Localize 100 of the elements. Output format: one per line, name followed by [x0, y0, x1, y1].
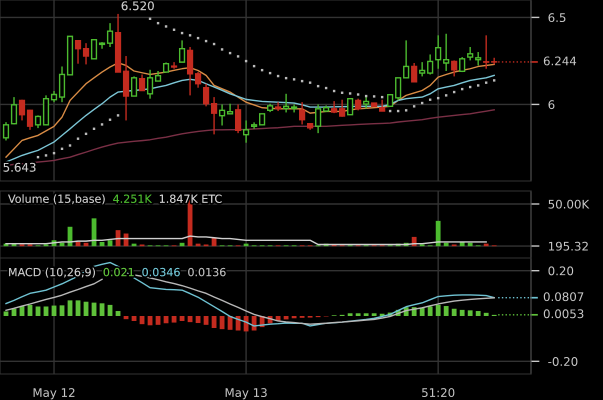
- candlestick: [90, 38, 98, 60]
- point: [196, 36, 200, 40]
- point: [244, 60, 248, 62]
- line-series: [5, 235, 487, 246]
- bar: [284, 316, 289, 320]
- annotation: Volume (15,base): [8, 194, 105, 204]
- bar: [140, 316, 144, 324]
- x-tick-label: May 12: [34, 388, 74, 400]
- annotation: 0.0346: [142, 268, 180, 276]
- candlestick: [218, 104, 226, 126]
- bar: [244, 244, 248, 246]
- bar: [36, 306, 40, 316]
- candlestick: [74, 40, 82, 64]
- point: [308, 81, 312, 84]
- point: [268, 72, 272, 74]
- candlestick: [331, 100, 338, 114]
- point: [364, 94, 368, 98]
- bar: [76, 242, 80, 246]
- point: [460, 88, 464, 90]
- candlestick: [50, 90, 58, 103]
- point: [404, 109, 408, 112]
- point: [252, 64, 256, 68]
- point: [204, 40, 208, 42]
- candlestick: [10, 96, 18, 126]
- candlestick: [146, 69, 154, 100]
- bar: [68, 226, 72, 246]
- bar: [4, 311, 8, 316]
- line-series: [5, 62, 495, 158]
- candlestick: [18, 99, 26, 122]
- bar: [44, 306, 48, 316]
- point: [284, 76, 288, 80]
- candlestick: [315, 104, 322, 134]
- bar: [92, 218, 96, 246]
- bar: [124, 316, 128, 320]
- bar: [356, 313, 361, 316]
- candlestick: [2, 121, 10, 142]
- candlestick: [355, 98, 362, 112]
- candlestick: [403, 40, 410, 78]
- y-tick-label: 6.5: [548, 13, 566, 22]
- point: [452, 90, 456, 94]
- candlestick: [210, 96, 218, 136]
- bar: [244, 316, 248, 332]
- bar: [484, 244, 489, 246]
- point: [372, 95, 376, 98]
- annotation: 6.520: [122, 1, 154, 10]
- x-tick-label: May 13: [226, 388, 267, 400]
- point: [444, 94, 448, 97]
- candlestick: [259, 113, 266, 126]
- candlestick: [459, 56, 466, 73]
- point: [492, 79, 496, 82]
- bar: [180, 242, 184, 246]
- bar: [436, 304, 441, 316]
- x-tick-label: 51:20: [422, 388, 454, 398]
- annotation: 0.0136: [188, 268, 226, 276]
- point: [316, 84, 320, 88]
- bar: [108, 240, 112, 246]
- bar: [76, 300, 80, 316]
- bar: [20, 306, 24, 316]
- candlestick: [387, 94, 394, 108]
- candlestick: [202, 83, 210, 108]
- candlestick: [226, 103, 234, 115]
- bar: [196, 244, 200, 246]
- point: [236, 55, 240, 58]
- candlestick: [347, 98, 354, 116]
- bar: [468, 310, 473, 316]
- bar: [364, 313, 369, 316]
- point: [180, 32, 184, 34]
- line-series: [5, 74, 495, 163]
- ref-line-label: 6.244: [544, 56, 576, 66]
- bar: [212, 316, 216, 328]
- candlestick: [242, 120, 250, 144]
- candlestick: [34, 114, 42, 129]
- bar: [444, 306, 449, 316]
- bar: [196, 316, 200, 324]
- bar: [100, 242, 104, 246]
- point: [484, 81, 488, 84]
- candlestick: [130, 76, 138, 97]
- candlestick: [363, 96, 370, 110]
- bar: [156, 316, 160, 325]
- bar: [92, 302, 96, 316]
- line-series: [5, 262, 495, 327]
- bar: [84, 242, 88, 246]
- bar: [476, 311, 481, 316]
- candlestick: [162, 62, 170, 74]
- candlestick: [26, 109, 34, 131]
- point: [300, 80, 304, 82]
- bar: [116, 230, 120, 246]
- bar: [28, 304, 32, 316]
- candlestick: [283, 93, 290, 114]
- bar: [452, 308, 457, 316]
- bar: [52, 306, 56, 316]
- point: [188, 34, 192, 37]
- bar: [132, 316, 136, 321]
- bar: [180, 316, 184, 321]
- bar: [428, 306, 433, 316]
- point: [324, 86, 328, 90]
- point: [228, 52, 232, 54]
- point: [292, 78, 296, 81]
- bar: [116, 311, 120, 316]
- candlestick: [194, 71, 202, 88]
